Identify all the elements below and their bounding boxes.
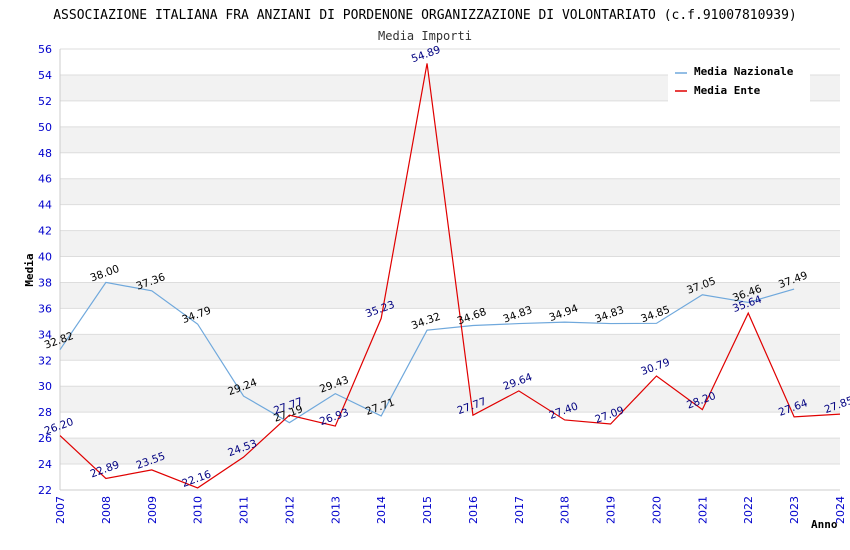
x-tick-label: 2023 bbox=[788, 496, 801, 524]
grid-band bbox=[60, 334, 840, 361]
grid-band bbox=[60, 126, 840, 153]
data-label: 22.16 bbox=[180, 468, 213, 490]
grid-band bbox=[60, 386, 840, 413]
y-tick-label: 26 bbox=[38, 432, 52, 445]
x-tick-label: 2012 bbox=[283, 496, 296, 524]
data-label: 54.89 bbox=[410, 44, 442, 66]
y-tick-label: 28 bbox=[38, 406, 52, 419]
x-tick-label: 2009 bbox=[146, 496, 159, 524]
gridlines bbox=[60, 48, 840, 491]
series-line-media-ente bbox=[59, 63, 841, 489]
y-tick-label: 24 bbox=[38, 458, 52, 471]
x-tick-label: 2021 bbox=[696, 496, 709, 524]
x-tick-label: 2022 bbox=[742, 496, 755, 524]
legend-label-media-nazionale: Media Nazionale bbox=[694, 65, 794, 78]
x-axis-label: Anno bbox=[811, 518, 838, 531]
y-tick-label: 36 bbox=[38, 302, 52, 315]
series-line-media-nazionale bbox=[59, 281, 795, 424]
y-tick-label: 54 bbox=[38, 69, 52, 82]
y-tick-label: 50 bbox=[38, 121, 52, 134]
y-tick-label: 52 bbox=[38, 95, 52, 108]
data-label: 34.68 bbox=[456, 306, 488, 328]
chart-subtitle: Media Importi bbox=[378, 29, 472, 43]
x-tick-labels: 2007 2008 2009 2010 2011 2012 2013 2014 2015 2016… bbox=[54, 496, 847, 524]
x-tick-label: 2014 bbox=[375, 496, 388, 524]
y-tick-label: 42 bbox=[38, 225, 52, 238]
axes bbox=[59, 49, 840, 491]
y-tick-label: 38 bbox=[38, 276, 52, 289]
grid-band bbox=[60, 438, 840, 465]
y-tick-label: 46 bbox=[38, 173, 52, 186]
y-axis-label: Media bbox=[23, 253, 36, 286]
x-tick-label: 2008 bbox=[100, 496, 113, 524]
y-tick-label: 34 bbox=[38, 328, 52, 341]
legend-label-media-ente: Media Ente bbox=[694, 84, 761, 97]
x-tick-label: 2020 bbox=[650, 496, 663, 524]
x-tick-label: 2019 bbox=[605, 496, 618, 524]
legend: Media Nazionale Media Ente bbox=[668, 60, 810, 102]
chart-title: ASSOCIAZIONE ITALIANA FRA ANZIANI DI POR… bbox=[53, 8, 797, 23]
x-tick-label: 2016 bbox=[467, 496, 480, 524]
x-tick-label: 2015 bbox=[421, 496, 434, 524]
x-tick-label: 2024 bbox=[834, 496, 847, 524]
series-layer bbox=[59, 63, 841, 489]
y-tick-label: 30 bbox=[38, 380, 52, 393]
y-tick-label: 44 bbox=[38, 199, 52, 212]
grid-bands bbox=[60, 74, 840, 465]
x-tick-label: 2011 bbox=[238, 496, 251, 524]
x-tick-label: 2013 bbox=[329, 496, 342, 524]
data-label: 38.00 bbox=[89, 263, 121, 285]
x-tick-label: 2010 bbox=[192, 496, 205, 524]
y-tick-label: 32 bbox=[38, 354, 52, 367]
x-tick-label: 2018 bbox=[559, 496, 572, 524]
x-tick-label: 2017 bbox=[513, 496, 526, 524]
grid-band bbox=[60, 178, 840, 205]
grid-band bbox=[60, 282, 840, 309]
y-tick-label: 22 bbox=[38, 484, 52, 497]
y-tick-label: 48 bbox=[38, 147, 52, 160]
y-tick-labels: 22 24 26 28 30 32 34 36 38 40 42 44 46 48 50 52 54 56 bbox=[38, 43, 52, 497]
y-tick-label: 40 bbox=[38, 251, 52, 264]
legend-box bbox=[668, 60, 810, 102]
x-tick-label: 2007 bbox=[54, 496, 67, 524]
y-tick-label: 56 bbox=[38, 43, 52, 56]
